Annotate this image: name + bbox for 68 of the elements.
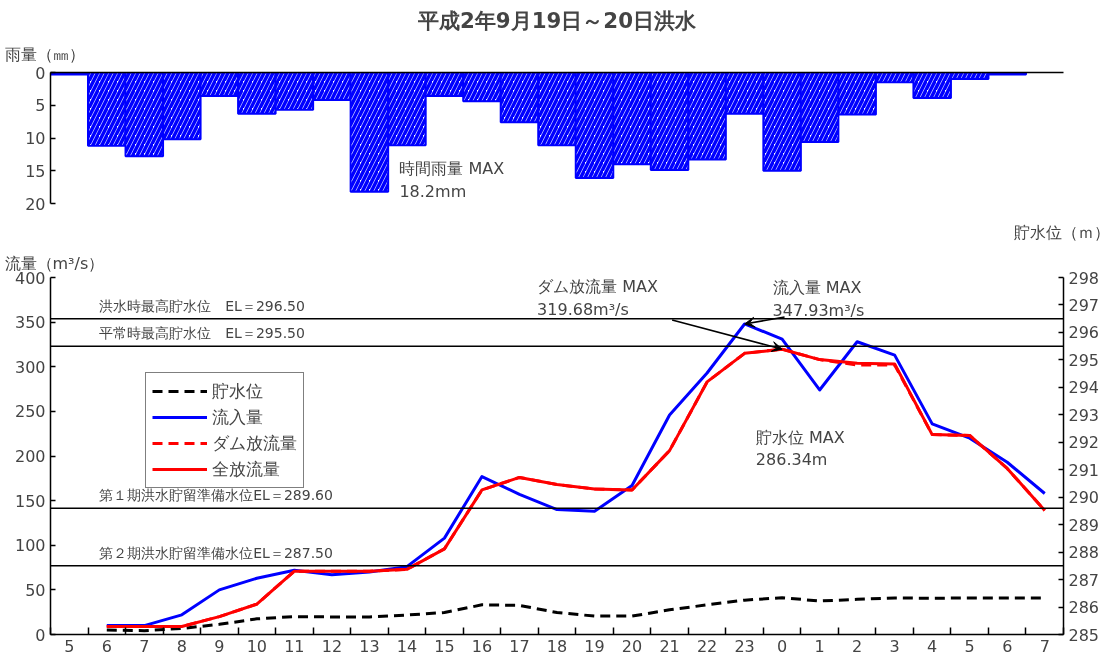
y2-tick-label: 292 (1068, 433, 1100, 453)
x-tick-label: 8 (176, 636, 187, 656)
y2-tick-label: 298 (1068, 268, 1100, 288)
y-axis-title: 雨量（㎜） (4, 44, 85, 64)
x-tick-label: 5 (64, 636, 75, 656)
y2-tick-label: 290 (1068, 488, 1100, 508)
y-tick-label: 5 (35, 96, 46, 116)
x-tick-label: 9 (214, 636, 225, 656)
x-tick-label: 15 (434, 636, 455, 656)
annotation: 時間雨量 MAX 18.2mm (399, 159, 505, 201)
legend-label: 貯水位 (212, 380, 263, 403)
y-tick-label: 0 (35, 63, 46, 83)
ref-line-label: 平常時最高貯水位 EL＝295.50 (99, 325, 305, 342)
y2-tick-label: 286 (1068, 598, 1100, 618)
y2-tick-label: 294 (1068, 378, 1100, 398)
x-tick-label: 19 (584, 636, 605, 656)
x-tick-label: 10 (246, 636, 268, 656)
x-tick-label: 0 (777, 636, 788, 656)
x-tick-label: 1 (814, 636, 825, 656)
y-tick-label: 50 (25, 580, 46, 600)
x-tick-label: 2 (852, 636, 863, 656)
y-tick-label: 20 (25, 194, 46, 214)
x-tick-label: 20 (621, 636, 643, 656)
y2-tick-label: 288 (1068, 543, 1100, 563)
y-tick-label: 350 (14, 313, 46, 333)
x-tick-label: 6 (101, 636, 112, 656)
legend-label: 流入量 (212, 406, 263, 429)
x-tick-label: 14 (396, 636, 418, 656)
x-tick-label: 7 (1039, 636, 1050, 656)
x-tick-label: 12 (321, 636, 343, 656)
x-tick-label: 16 (471, 636, 493, 656)
y2-tick-label: 285 (1068, 625, 1100, 645)
legend-label: ダム放流量 (212, 432, 297, 455)
y-tick-label: 10 (25, 129, 46, 148)
x-tick-label: 4 (927, 636, 938, 656)
y2-tick-label: 287 (1068, 570, 1100, 590)
y2-tick-label: 297 (1068, 295, 1100, 315)
y2-tick-label: 296 (1068, 323, 1100, 343)
y-tick-label: 300 (14, 357, 46, 377)
y2-tick-label: 289 (1068, 515, 1100, 535)
x-tick-label: 3 (889, 636, 900, 656)
y2-axis-title: 貯水位（ｍ） (1013, 222, 1110, 242)
y-tick-label: 250 (14, 402, 46, 422)
x-tick-label: 13 (359, 636, 380, 656)
y2-tick-label: 293 (1068, 405, 1100, 425)
x-tick-label: 7 (139, 636, 150, 656)
x-tick-label: 21 (659, 636, 680, 656)
annotation: 貯水位 MAX 286.34m (755, 427, 845, 470)
annotation: ダム放流量 MAX 319.68m³/s (537, 277, 658, 319)
x-tick-label: 6 (1002, 636, 1013, 656)
ref-line-label: 第２期洪水貯留準備水位EL＝287.50 (99, 544, 333, 561)
x-tick-label: 5 (964, 636, 975, 656)
ref-line-label: 洪水時最高貯水位 EL＝296.50 (99, 297, 305, 314)
x-tick-label: 11 (284, 636, 305, 656)
x-tick-label: 17 (509, 636, 530, 656)
x-tick-label: 18 (546, 636, 568, 656)
annotation: 流入量 MAX 347.93m³/s (772, 277, 865, 320)
legend-label: 全放流量 (212, 458, 280, 481)
y-tick-label: 15 (25, 161, 46, 181)
y2-tick-label: 295 (1068, 350, 1100, 370)
y-tick-label: 100 (14, 536, 46, 556)
x-tick-label: 22 (696, 636, 718, 656)
y2-tick-label: 291 (1068, 460, 1100, 480)
chart-title: 平成2年9月19日～20日洪水 (416, 7, 698, 33)
y-tick-label: 150 (14, 491, 46, 511)
y-tick-label: 200 (14, 447, 46, 466)
x-tick-label: 23 (734, 636, 755, 656)
ref-line-label: 第１期洪水貯留準備水位EL＝289.60 (99, 487, 333, 504)
